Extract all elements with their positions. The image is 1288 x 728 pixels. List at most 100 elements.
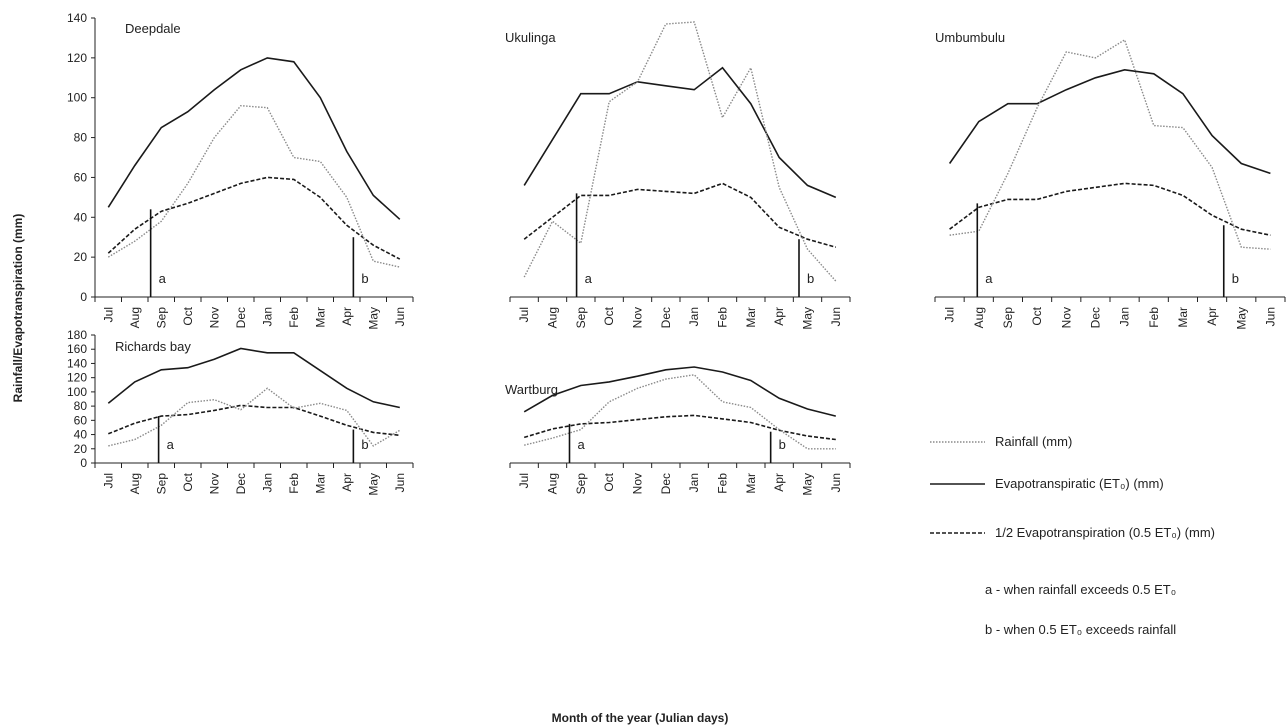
x-tick-label-apr: Apr — [772, 307, 786, 326]
legend-note-b: b - when 0.5 ET₀ exceeds rainfall — [985, 622, 1176, 637]
x-tick-label-may: May — [366, 307, 380, 330]
series-half-et-line — [523, 182, 837, 248]
series-half-et-line — [107, 176, 401, 260]
y-tick-label: 40 — [74, 428, 88, 442]
panel-title: Umbumbulu — [935, 30, 1005, 45]
x-tick-label-sep: Sep — [574, 307, 588, 329]
legend-rainfall-label: Rainfall (mm) — [995, 434, 1072, 449]
x-tick-label-feb: Feb — [287, 473, 301, 494]
y-tick-label: 0 — [80, 456, 87, 470]
x-tick-label-feb: Feb — [716, 473, 730, 494]
marker-a-label: a — [585, 271, 593, 286]
x-tick-label-feb: Feb — [287, 307, 301, 328]
y-tick-label: 60 — [74, 170, 88, 184]
x-tick-label-may: May — [1234, 307, 1248, 330]
legend-half-et-label: 1/2 Evapotranspiration (0.5 ET₀) (mm) — [995, 525, 1215, 540]
series-et-line — [948, 68, 1271, 175]
x-tick-label-dec: Dec — [659, 473, 673, 494]
y-tick-label: 140 — [67, 356, 87, 370]
x-tick-label-oct: Oct — [181, 306, 195, 325]
x-tick-label-mar: Mar — [313, 473, 327, 494]
x-tick-label-oct: Oct — [602, 472, 616, 491]
y-tick-label: 80 — [74, 131, 88, 145]
x-tick-label-jan: Jan — [260, 473, 274, 492]
series-et-line — [107, 57, 401, 220]
marker-b-label: b — [361, 437, 368, 452]
x-tick-label-mar: Mar — [1176, 307, 1190, 328]
panel-4: Jul Aug Sep Oct Nov Dec Jan Feb Mar Apr May Jun Wart… — [505, 366, 851, 496]
x-tick-label-aug: Aug — [128, 473, 142, 494]
x-tick-label-apr: Apr — [1205, 307, 1219, 326]
y-tick-label: 0 — [80, 290, 87, 304]
x-tick-label-jun: Jun — [829, 307, 843, 326]
x-tick-label-dec: Dec — [234, 473, 248, 494]
x-tick-label-mar: Mar — [313, 307, 327, 328]
series-half-et-line — [949, 182, 1271, 236]
series-half-et-line — [523, 414, 836, 441]
series-rainfall-line — [107, 104, 400, 268]
x-tick-label-aug: Aug — [128, 307, 142, 328]
y-tick-label: 100 — [67, 385, 87, 399]
figure-ylabel: Rainfall/Evapotranspiration (mm) — [11, 214, 25, 403]
x-tick-label-aug: Aug — [546, 307, 560, 328]
series-et-line — [107, 347, 400, 409]
x-tick-label-jul: Jul — [101, 307, 115, 322]
x-tick-label-nov: Nov — [207, 307, 221, 328]
y-tick-label: 120 — [67, 371, 87, 385]
y-tick-label: 60 — [74, 413, 88, 427]
x-tick-label-jun: Jun — [829, 473, 843, 492]
x-tick-label-aug: Aug — [972, 307, 986, 328]
panel-1: Jul Aug Sep Oct Nov Dec Jan Feb Mar Apr May Jun Ukul… — [505, 21, 851, 330]
x-tick-label-jul: Jul — [943, 307, 957, 322]
x-tick-label-may: May — [801, 473, 815, 496]
x-tick-label-feb: Feb — [1147, 307, 1161, 328]
y-tick-label: 20 — [74, 442, 88, 456]
legend-note-a: a - when rainfall exceeds 0.5 ET₀ — [985, 582, 1176, 597]
x-tick-label-may: May — [366, 473, 380, 496]
marker-b-label: b — [807, 271, 814, 286]
x-tick-label-jan: Jan — [687, 473, 701, 492]
x-tick-label-oct: Oct — [602, 306, 616, 325]
x-tick-label-apr: Apr — [340, 473, 354, 492]
y-tick-label: 20 — [74, 250, 88, 264]
x-tick-label-nov: Nov — [1059, 307, 1073, 328]
x-tick-label-may: May — [801, 307, 815, 330]
panel-title: Ukulinga — [505, 30, 556, 45]
series-et-line — [523, 366, 836, 417]
x-tick-label-jul: Jul — [101, 473, 115, 488]
figure-xlabel: Month of the year (Julian days) — [552, 711, 729, 725]
x-tick-label-nov: Nov — [631, 307, 645, 328]
x-tick-label-feb: Feb — [716, 307, 730, 328]
marker-b-label: b — [779, 437, 786, 452]
x-tick-label-mar: Mar — [744, 307, 758, 328]
x-tick-label-oct: Oct — [1030, 306, 1044, 325]
y-tick-label: 40 — [74, 210, 88, 224]
x-tick-label-jun: Jun — [393, 307, 407, 326]
panel-2: Jul Aug Sep Oct Nov Dec Jan Feb Mar Apr May Jun Umbu… — [934, 30, 1286, 330]
x-tick-label-jul: Jul — [517, 307, 531, 322]
x-tick-label-sep: Sep — [154, 473, 168, 495]
x-tick-label-dec: Dec — [659, 307, 673, 328]
series-et-line — [523, 66, 837, 199]
y-tick-label: 80 — [74, 399, 88, 413]
panel-0: 0 20 40 60 80 100 120 140 Jul Aug Sep Oct Nov Dec Jan F… — [67, 11, 414, 330]
series-rainfall-line — [108, 387, 401, 447]
series-rainfall-line — [523, 21, 837, 282]
x-tick-label-mar: Mar — [744, 473, 758, 494]
x-tick-label-apr: Apr — [340, 307, 354, 326]
x-tick-label-dec: Dec — [234, 307, 248, 328]
x-tick-label-jan: Jan — [260, 307, 274, 326]
series-rainfall-line — [524, 374, 836, 450]
marker-a-label: a — [985, 271, 993, 286]
panel-title: Wartburg — [505, 382, 558, 397]
x-tick-label-dec: Dec — [1088, 307, 1102, 328]
y-tick-label: 140 — [67, 11, 87, 25]
y-tick-label: 120 — [67, 51, 87, 65]
panel-title: Deepdale — [125, 21, 181, 36]
y-tick-label: 160 — [67, 342, 87, 356]
legend: Rainfall (mm) Evapotranspiratic (ET₀) (m… — [930, 434, 1215, 637]
x-tick-label-nov: Nov — [207, 473, 221, 494]
x-tick-label-aug: Aug — [546, 473, 560, 494]
